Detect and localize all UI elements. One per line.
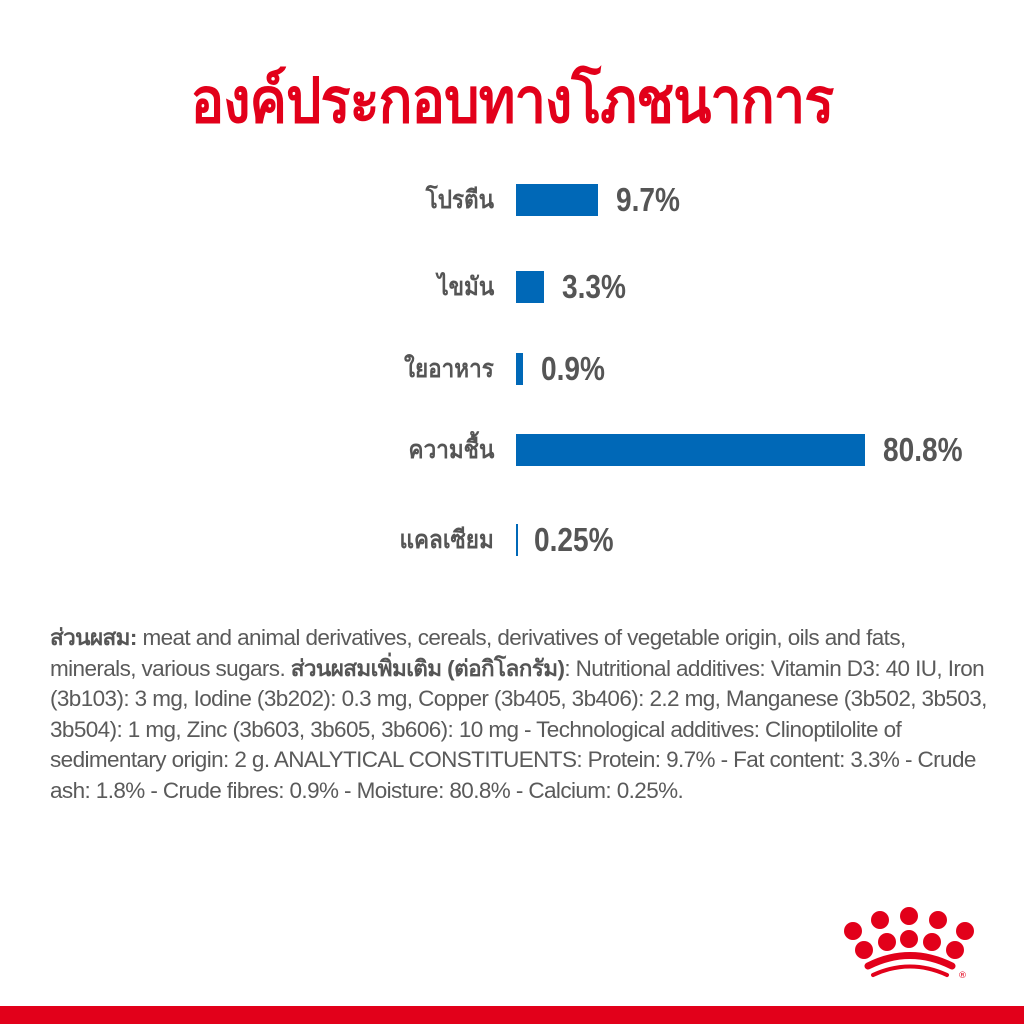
bar: [516, 184, 598, 216]
ingredients-label: ส่วนผสม:: [50, 625, 137, 650]
category-label: โปรตีน: [425, 186, 494, 214]
bar: [516, 271, 544, 303]
category-label: ความชื้น: [408, 436, 494, 464]
bar: [516, 524, 518, 556]
ingredients-body: meat and animal derivatives, cereals, de…: [50, 625, 906, 681]
additives-body: : Nutritional additives: Vitamin D3: 40 …: [50, 655, 987, 803]
bar: [516, 434, 865, 466]
value-label: 3.3%: [562, 268, 626, 305]
value-label: 9.7%: [616, 181, 680, 218]
category-label: แคลเซียม: [399, 526, 494, 554]
chart-row: โปรตีน 9.7%: [0, 180, 1024, 220]
chart-row: ใยอาหาร 0.9%: [0, 349, 1024, 389]
brand-footer-bar: [0, 1006, 1024, 1024]
chart-row: ไขมัน 3.3%: [0, 267, 1024, 307]
ingredients-text: ส่วนผสม: meat and animal derivatives, ce…: [50, 623, 990, 806]
additives-label: ส่วนผสมเพิ่มเติม (ต่อกิโลกรัม): [290, 655, 565, 681]
value-label: 80.8%: [883, 431, 963, 468]
chart-row: ความชื้น 80.8%: [0, 430, 1024, 470]
chart-row: แคลเซียม 0.25%: [0, 520, 1024, 560]
value-label: 0.9%: [541, 350, 605, 387]
category-label: ไขมัน: [437, 273, 494, 301]
page-title: องค์ประกอบทางโภชนาการ: [190, 67, 835, 136]
registered-mark: ®: [958, 971, 967, 981]
value-label: 0.25%: [534, 521, 614, 558]
bar: [516, 353, 523, 385]
category-label: ใยอาหาร: [404, 355, 494, 383]
royal-canin-crown-icon: ®: [844, 907, 974, 981]
